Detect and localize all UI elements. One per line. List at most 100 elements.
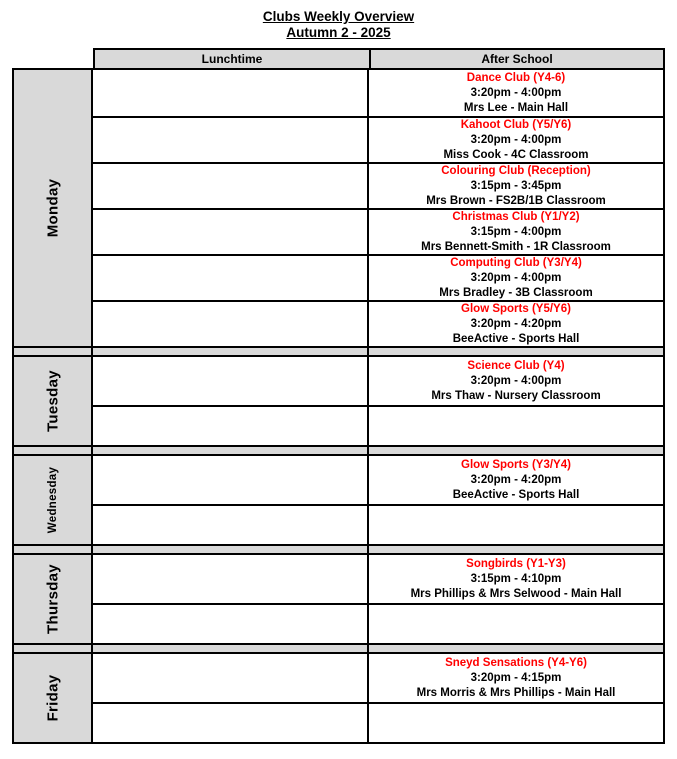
after-school-cell: Computing Club (Y3/Y4) 3:20pm - 4:00pm M… (369, 256, 663, 300)
table-row: Kahoot Club (Y5/Y6) 3:20pm - 4:00pm Miss… (93, 116, 663, 162)
lunchtime-cell (93, 555, 369, 603)
table-row: Christmas Club (Y1/Y2) 3:15pm - 4:00pm M… (93, 208, 663, 254)
club-name: Computing Club (Y3/Y4) (450, 256, 582, 269)
section-separator (14, 346, 663, 357)
lunchtime-cell (93, 605, 369, 643)
after-school-cell: Colouring Club (Reception) 3:15pm - 3:45… (369, 164, 663, 208)
table-body: Monday Dance Club (Y4-6) 3:20pm - 4:00pm… (12, 68, 665, 744)
club-time: 3:20pm - 4:20pm (470, 473, 562, 486)
club-time: 3:15pm - 3:45pm (470, 179, 562, 192)
after-school-cell (369, 407, 663, 445)
lunchtime-cell (93, 704, 369, 742)
lunchtime-cell (93, 357, 369, 405)
section-separator (14, 544, 663, 555)
lunchtime-cell (93, 118, 369, 162)
page-title: Clubs Weekly Overview (262, 9, 415, 24)
thursday-rows: Songbirds (Y1-Y3) 3:15pm - 4:10pm Mrs Ph… (93, 555, 663, 643)
club-time: 3:20pm - 4:15pm (470, 671, 562, 684)
day-header-tuesday: Tuesday (14, 357, 93, 445)
club-name: Christmas Club (Y1/Y2) (452, 210, 580, 223)
club-name: Dance Club (Y4-6) (466, 71, 566, 84)
club-time: 3:15pm - 4:10pm (470, 572, 562, 585)
club-staff-location: Miss Cook - 4C Classroom (443, 148, 589, 161)
day-label: Friday (44, 674, 61, 722)
day-header-wednesday: Wednesday (14, 456, 93, 544)
after-school-cell: Glow Sports (Y3/Y4) 3:20pm - 4:20pm BeeA… (369, 456, 663, 504)
lunchtime-cell (93, 164, 369, 208)
club-time: 3:20pm - 4:20pm (470, 317, 562, 330)
table-row: Dance Club (Y4-6) 3:20pm - 4:00pm Mrs Le… (93, 70, 663, 116)
club-name: Science Club (Y4) (467, 359, 565, 372)
title-block: Clubs Weekly Overview Autumn 2 - 2025 (0, 0, 677, 41)
lunchtime-cell (93, 256, 369, 300)
day-section-tuesday: Tuesday Science Club (Y4) 3:20pm - 4:00p… (14, 357, 663, 445)
club-time: 3:20pm - 4:00pm (470, 133, 562, 146)
day-label: Monday (44, 178, 61, 238)
club-staff-location: Mrs Lee - Main Hall (463, 101, 569, 114)
day-header-friday: Friday (14, 654, 93, 742)
column-header-after-school: After School (481, 52, 553, 66)
table-header-row: Lunchtime After School (93, 48, 665, 68)
after-school-cell (369, 506, 663, 544)
club-name: Glow Sports (Y5/Y6) (461, 302, 571, 315)
page-subtitle: Autumn 2 - 2025 (286, 25, 391, 40)
tuesday-rows: Science Club (Y4) 3:20pm - 4:00pm Mrs Th… (93, 357, 663, 445)
lunchtime-cell (93, 407, 369, 445)
after-school-cell: Christmas Club (Y1/Y2) 3:15pm - 4:00pm M… (369, 210, 663, 254)
table-row: Songbirds (Y1-Y3) 3:15pm - 4:10pm Mrs Ph… (93, 555, 663, 603)
club-staff-location: BeeActive - Sports Hall (452, 488, 580, 501)
friday-rows: Sneyd Sensations (Y4-Y6) 3:20pm - 4:15pm… (93, 654, 663, 742)
after-school-cell (369, 605, 663, 643)
after-school-cell: Dance Club (Y4-6) 3:20pm - 4:00pm Mrs Le… (369, 70, 663, 116)
day-section-monday: Monday Dance Club (Y4-6) 3:20pm - 4:00pm… (14, 70, 663, 346)
lunchtime-cell (93, 456, 369, 504)
club-time: 3:20pm - 4:00pm (470, 374, 562, 387)
monday-rows: Dance Club (Y4-6) 3:20pm - 4:00pm Mrs Le… (93, 70, 663, 346)
table-row (93, 504, 663, 544)
club-name: Glow Sports (Y3/Y4) (461, 458, 571, 471)
club-staff-location: BeeActive - Sports Hall (452, 332, 580, 345)
club-staff-location: Mrs Bennett-Smith - 1R Classroom (421, 240, 611, 253)
club-staff-location: Mrs Brown - FS2B/1B Classroom (426, 194, 606, 207)
day-section-friday: Friday Sneyd Sensations (Y4-Y6) 3:20pm -… (14, 654, 663, 742)
club-time: 3:20pm - 4:00pm (470, 271, 562, 284)
day-section-wednesday: Wednesday Glow Sports (Y3/Y4) 3:20pm - 4… (14, 456, 663, 544)
clubs-table: Lunchtime After School Monday Dance Club… (12, 48, 665, 744)
club-name: Sneyd Sensations (Y4-Y6) (445, 656, 587, 669)
table-row (93, 603, 663, 643)
section-separator (14, 445, 663, 456)
after-school-cell (369, 704, 663, 742)
table-row: Computing Club (Y3/Y4) 3:20pm - 4:00pm M… (93, 254, 663, 300)
after-school-cell: Science Club (Y4) 3:20pm - 4:00pm Mrs Th… (369, 357, 663, 405)
day-section-thursday: Thursday Songbirds (Y1-Y3) 3:15pm - 4:10… (14, 555, 663, 643)
club-name: Colouring Club (Reception) (441, 164, 591, 177)
day-label: Wednesday (46, 466, 59, 534)
club-staff-location: Mrs Morris & Mrs Phillips - Main Hall (416, 686, 616, 699)
table-row (93, 405, 663, 445)
section-separator (14, 643, 663, 654)
table-row: Science Club (Y4) 3:20pm - 4:00pm Mrs Th… (93, 357, 663, 405)
club-staff-location: Mrs Bradley - 3B Classroom (439, 286, 593, 299)
day-label: Tuesday (44, 370, 61, 432)
day-label: Thursday (44, 564, 61, 634)
lunchtime-cell (93, 210, 369, 254)
club-time: 3:20pm - 4:00pm (470, 86, 562, 99)
day-header-thursday: Thursday (14, 555, 93, 643)
after-school-cell: Sneyd Sensations (Y4-Y6) 3:20pm - 4:15pm… (369, 654, 663, 702)
lunchtime-cell (93, 302, 369, 346)
wednesday-rows: Glow Sports (Y3/Y4) 3:20pm - 4:20pm BeeA… (93, 456, 663, 544)
table-row: Sneyd Sensations (Y4-Y6) 3:20pm - 4:15pm… (93, 654, 663, 702)
table-row: Glow Sports (Y3/Y4) 3:20pm - 4:20pm BeeA… (93, 456, 663, 504)
lunchtime-cell (93, 70, 369, 116)
club-name: Kahoot Club (Y5/Y6) (460, 118, 572, 131)
lunchtime-cell (93, 654, 369, 702)
column-header-lunchtime: Lunchtime (95, 50, 371, 68)
club-staff-location: Mrs Phillips & Mrs Selwood - Main Hall (410, 587, 622, 600)
club-name: Songbirds (Y1-Y3) (466, 557, 566, 570)
club-time: 3:15pm - 4:00pm (470, 225, 562, 238)
day-header-monday: Monday (14, 70, 93, 346)
lunchtime-cell (93, 506, 369, 544)
table-row (93, 702, 663, 742)
after-school-cell: Glow Sports (Y5/Y6) 3:20pm - 4:20pm BeeA… (369, 302, 663, 346)
